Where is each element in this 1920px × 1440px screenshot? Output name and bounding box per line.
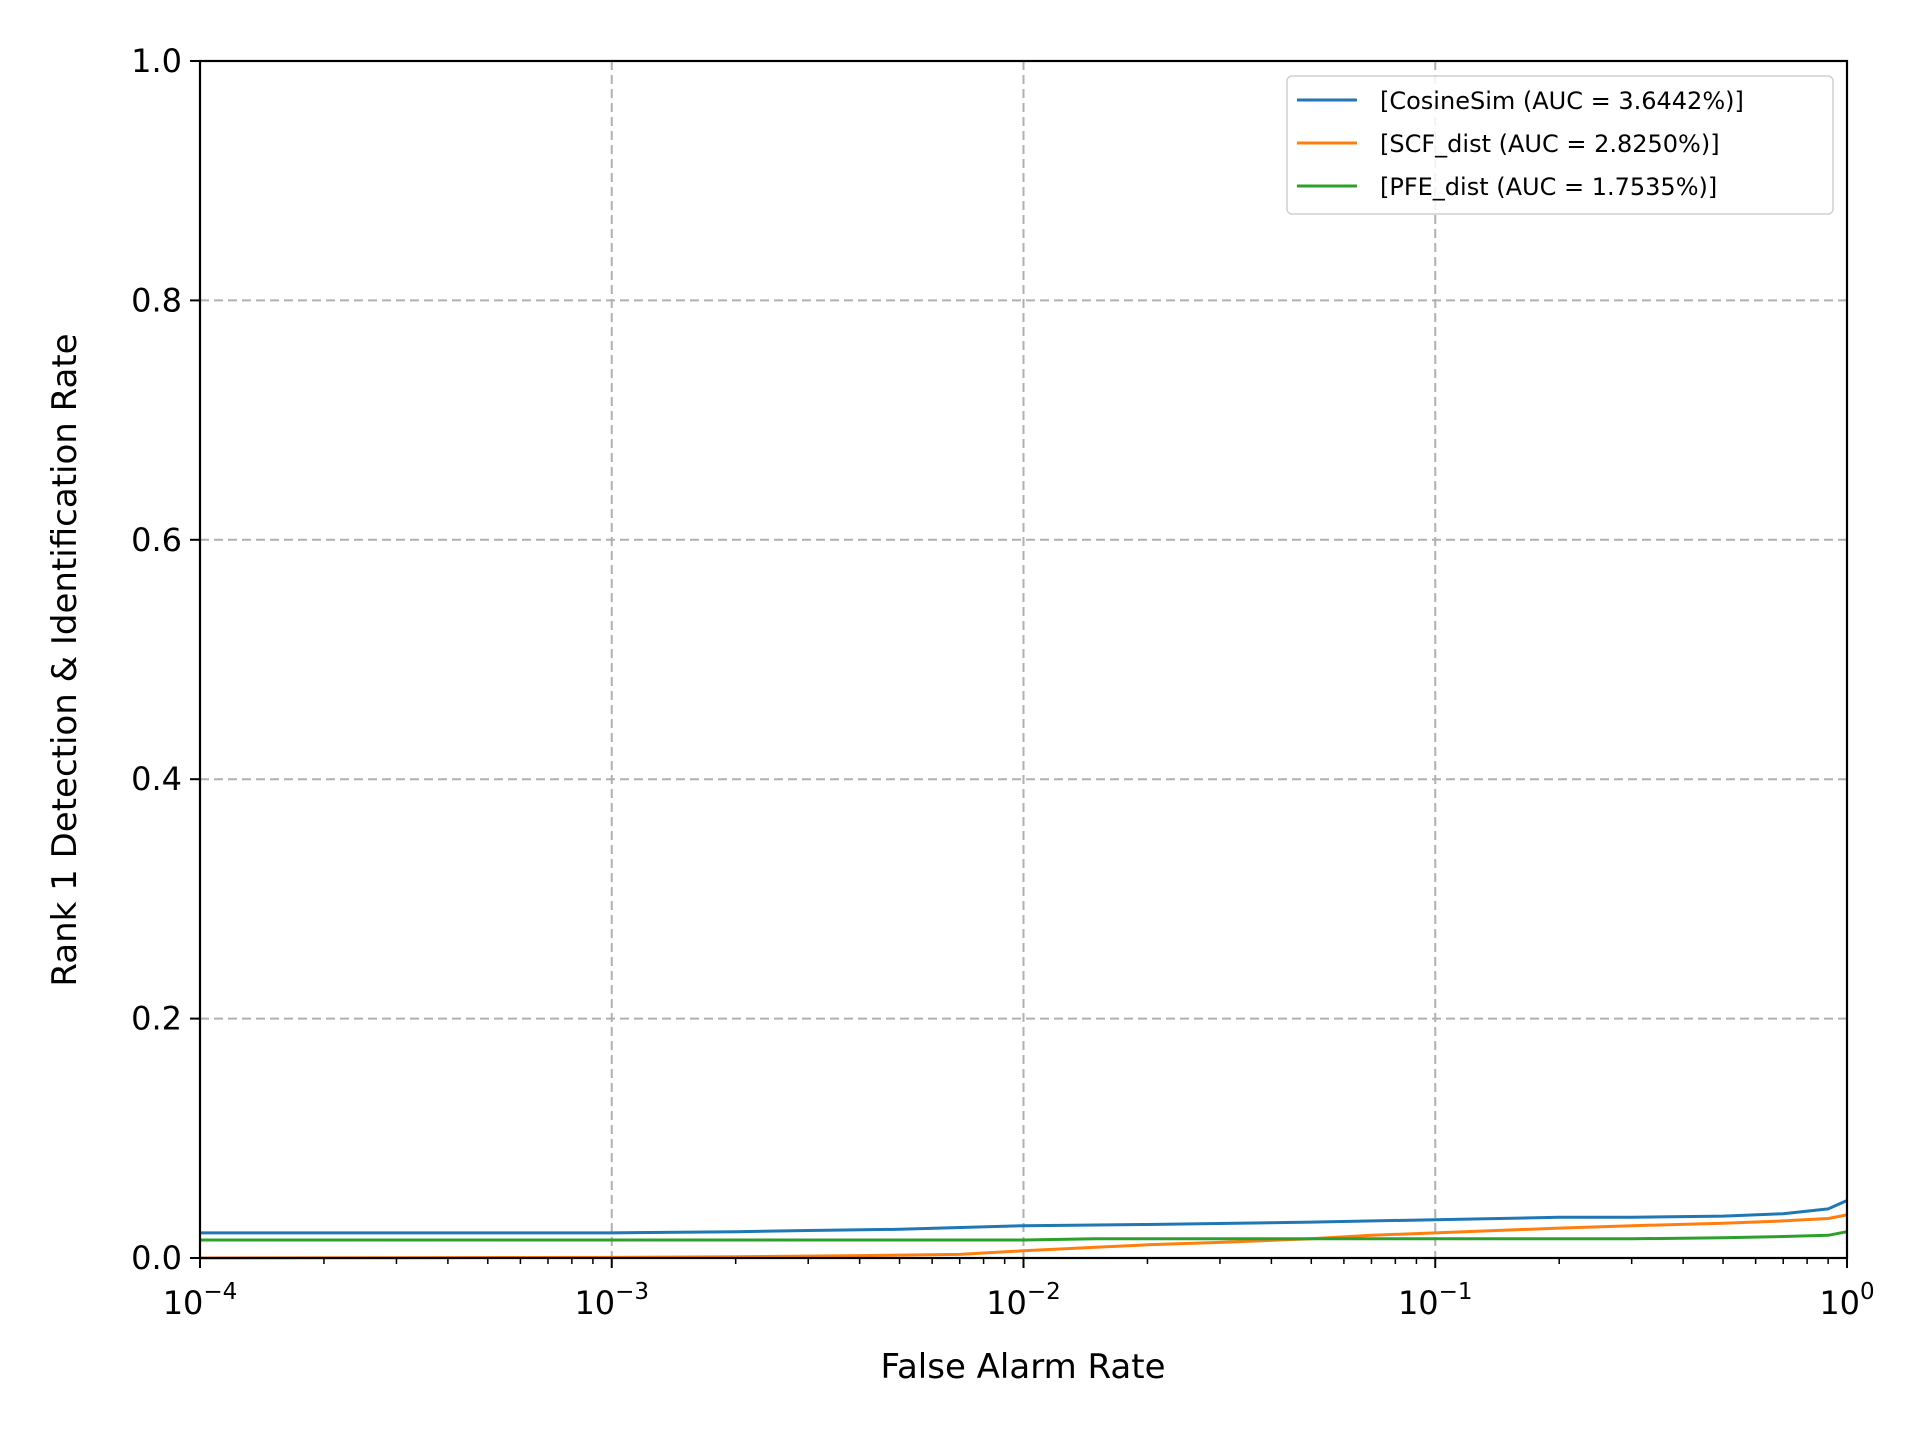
legend-items: [CosineSim (AUC = 3.6442%)] [SCF_dist (AU… bbox=[1297, 87, 1744, 201]
legend-label-1: [SCF_dist (AUC = 2.8250%)] bbox=[1380, 130, 1720, 158]
y-tick-label-5: 1.0 bbox=[131, 42, 182, 80]
x-tick-label-3: 10−1 bbox=[1398, 1279, 1473, 1322]
y-tick-label-4: 0.8 bbox=[131, 281, 182, 319]
x-tick-label-2: 10−2 bbox=[986, 1279, 1061, 1322]
x-tick-label-1: 10−3 bbox=[574, 1279, 649, 1322]
x-axis-label: False Alarm Rate bbox=[881, 1347, 1166, 1387]
legend-label-0: [CosineSim (AUC = 3.6442%)] bbox=[1380, 87, 1744, 115]
plot-lines bbox=[199, 1199, 1848, 1260]
x-tick-label-4: 100 bbox=[1819, 1279, 1874, 1322]
y-tick-label-0: 0.0 bbox=[131, 1239, 182, 1277]
axis-ticks: 10−4 10−3 10−2 10−1 100 0.0 0.2 0.4 0.6 0.8 1.0 bbox=[131, 42, 1875, 1322]
grid bbox=[200, 61, 1847, 1258]
series-line-1 bbox=[199, 1213, 1848, 1260]
x-tick-label-0: 10−4 bbox=[163, 1279, 238, 1322]
y-axis-label: Rank 1 Detection & Identification Rate bbox=[45, 333, 85, 986]
series-line-0 bbox=[200, 1199, 1848, 1235]
y-tick-label-2: 0.4 bbox=[131, 760, 182, 798]
legend-box bbox=[1286, 75, 1834, 215]
y-tick-label-1: 0.2 bbox=[131, 1000, 182, 1038]
legend-label-2: [PFE_dist (AUC = 1.7535%)] bbox=[1380, 173, 1717, 201]
series-line-2 bbox=[200, 1230, 1848, 1242]
y-tick-label-3: 0.6 bbox=[131, 521, 182, 559]
legend: [CosineSim (AUC = 3.6442%)] [SCF_dist (AU… bbox=[1286, 75, 1834, 215]
